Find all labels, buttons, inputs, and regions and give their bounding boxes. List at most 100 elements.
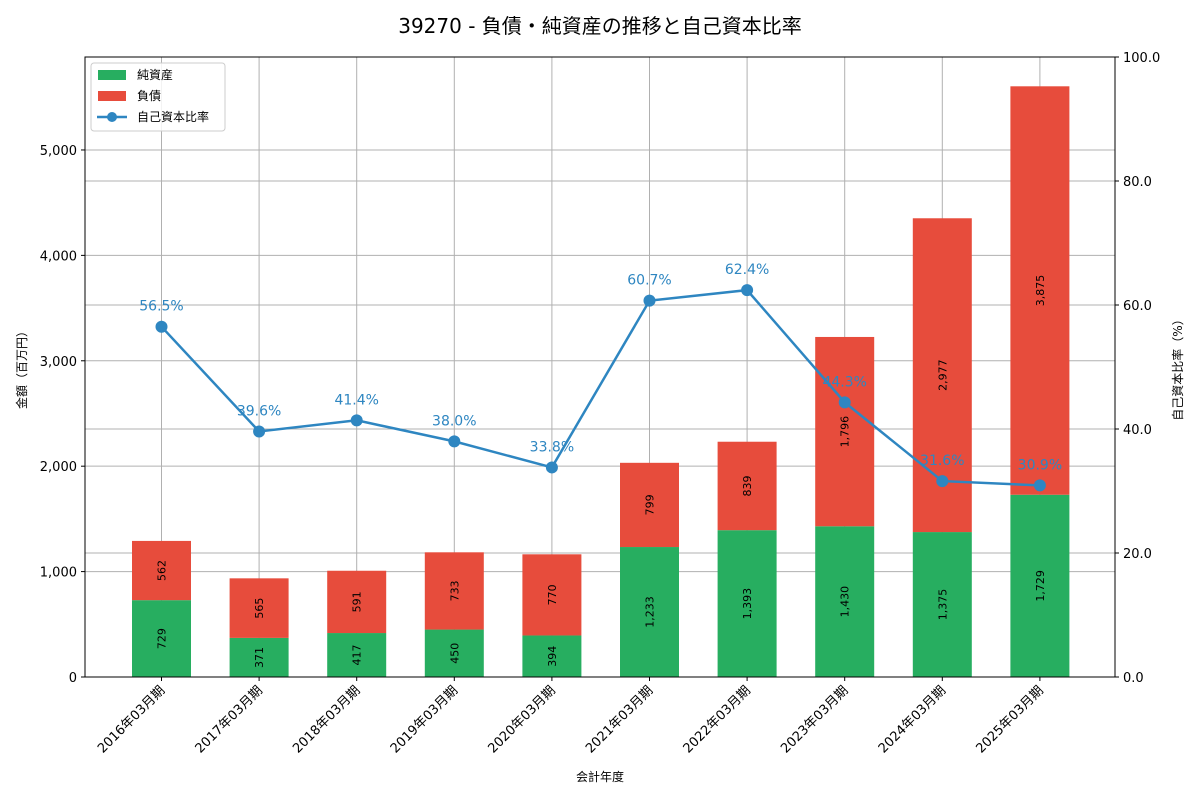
bar-liabilities — [132, 540, 191, 601]
x-axis-label: 会計年度 — [576, 769, 624, 784]
bar-value-labels: 729 562 371 565 417 591 450 733 394 770 1,233 799 1,… — [156, 275, 1047, 668]
bar-liabilities — [327, 570, 387, 634]
right-y-tick-label: 100.0 — [1123, 51, 1160, 66]
left-y-tick-label: 0 — [69, 671, 77, 686]
bar-liabilities — [717, 441, 777, 531]
legend-label-net-assets: 純資産 — [137, 67, 173, 82]
bar-net-assets — [717, 530, 777, 677]
bar-label-liabilities: 591 — [351, 591, 364, 612]
bar-label-liabilities: 3,875 — [1034, 275, 1047, 307]
left-y-tick-label: 5,000 — [40, 144, 77, 159]
right-y-tick-label: 40.0 — [1123, 423, 1152, 438]
bar-net-assets — [327, 633, 387, 677]
chart-title: 39270 - 負債・純資産の推移と自己資本比率 — [398, 14, 802, 38]
right-y-tick-label: 0.0 — [1123, 671, 1144, 686]
line-point-marker — [350, 414, 363, 427]
line-point-marker — [448, 435, 461, 448]
x-tick-label: 2021年03月期 — [583, 683, 656, 756]
x-tick-label: 2023年03月期 — [778, 683, 851, 756]
plot-frame — [84, 56, 1116, 678]
x-tick-label: 2025年03月期 — [973, 683, 1046, 756]
bar-net-assets — [1010, 494, 1070, 677]
legend-swatch-net-assets — [98, 70, 126, 80]
bar-net-assets — [424, 629, 484, 677]
x-tick-label: 2018年03月期 — [290, 683, 363, 756]
left-y-tick-label: 4,000 — [40, 249, 77, 264]
x-tick-label: 2017年03月期 — [193, 683, 266, 756]
bar-liabilities — [229, 578, 289, 638]
right-y-tick-label: 80.0 — [1123, 175, 1152, 190]
legend-marker-icon — [107, 112, 117, 122]
line-value-label: 60.7% — [627, 273, 671, 289]
line-value-label: 39.6% — [237, 403, 281, 419]
bar-net-assets — [815, 526, 875, 677]
line-value-label: 62.4% — [725, 262, 769, 278]
x-tick-label: 2020年03月期 — [485, 683, 558, 756]
line-point-marker — [741, 284, 754, 297]
left-y-tick-label: 3,000 — [40, 355, 77, 370]
left-y-tick-label: 2,000 — [40, 460, 77, 475]
bar-label-liabilities: 770 — [546, 584, 559, 605]
bar-label-liabilities: 839 — [741, 475, 754, 496]
legend-label-liabilities: 負債 — [137, 88, 161, 103]
bar-label-liabilities: 2,977 — [936, 359, 949, 391]
bar-label-liabilities: 1,796 — [839, 416, 852, 448]
bar-label-net-assets: 1,233 — [644, 596, 657, 628]
line-point-marker — [1033, 479, 1046, 492]
bar-net-assets — [132, 600, 191, 677]
line-value-label: 30.9% — [1018, 457, 1062, 473]
equity-ratio-line: 56.5% 39.6% 41.4% 38.0% 33.8% 60.7% 62.4% 44.3%… — [139, 262, 1062, 492]
right-y-axis-label: 自己資本比率（%） — [1170, 313, 1185, 420]
bar-net-assets — [620, 547, 679, 677]
right-y-axis: 0.0 20.0 40.0 60.0 80.0 100.0 — [1115, 51, 1160, 686]
line-value-label: 38.0% — [432, 413, 476, 429]
bar-label-net-assets: 371 — [253, 647, 266, 668]
bar-net-assets — [912, 532, 972, 677]
line-point-marker — [253, 425, 266, 438]
bar-liabilities — [424, 552, 484, 630]
line-value-label: 33.8% — [530, 439, 574, 455]
line-point-marker — [545, 461, 558, 474]
bar-label-liabilities: 733 — [448, 580, 461, 601]
bar-label-net-assets: 1,375 — [936, 589, 949, 621]
line-point-marker — [155, 320, 168, 333]
line-value-label: 41.4% — [334, 392, 378, 408]
bar-liabilities — [815, 336, 875, 527]
bar-label-liabilities: 562 — [156, 560, 169, 581]
bar-liabilities — [620, 462, 679, 548]
x-tick-label: 2019年03月期 — [388, 683, 461, 756]
x-tick-label: 2022年03月期 — [681, 683, 754, 756]
bar-net-assets — [229, 637, 289, 677]
x-tick-label: 2016年03月期 — [95, 683, 168, 756]
line-point-marker — [643, 294, 656, 307]
right-y-tick-label: 20.0 — [1123, 547, 1152, 562]
left-y-axis: 0 1,000 2,000 3,000 4,000 5,000 — [40, 144, 85, 686]
bar-liabilities — [522, 554, 582, 636]
bar-liabilities — [1010, 86, 1070, 495]
x-tick-label: 2024年03月期 — [876, 683, 949, 756]
right-y-tick-label: 60.0 — [1123, 299, 1152, 314]
bar-label-net-assets: 729 — [156, 628, 169, 649]
left-y-tick-label: 1,000 — [40, 566, 77, 581]
legend-swatch-liabilities — [98, 91, 126, 101]
bar-label-net-assets: 417 — [351, 645, 364, 666]
bar-series — [132, 86, 1070, 677]
bar-label-net-assets: 1,430 — [839, 586, 852, 618]
x-axis: 2016年03月期 2017年03月期 2018年03月期 2019年03月期 2020… — [95, 677, 1047, 757]
bar-label-net-assets: 450 — [448, 643, 461, 664]
bar-label-net-assets: 394 — [546, 646, 559, 667]
line-point-marker — [838, 396, 851, 409]
bar-label-liabilities: 799 — [644, 494, 657, 515]
bar-label-net-assets: 1,729 — [1034, 570, 1047, 602]
legend: 純資産 負債 自己資本比率 — [90, 62, 226, 132]
legend-label-equity-ratio: 自己資本比率 — [137, 109, 209, 124]
line-point-marker — [936, 475, 949, 488]
bar-net-assets — [522, 635, 582, 677]
line-value-label: 56.5% — [139, 299, 183, 315]
bar-label-net-assets: 1,393 — [741, 588, 754, 620]
left-y-axis-label: 金額（百万円） — [14, 325, 29, 409]
line-value-label: 44.3% — [822, 374, 866, 390]
line-value-label: 31.6% — [920, 453, 964, 469]
bar-label-liabilities: 565 — [253, 598, 266, 619]
